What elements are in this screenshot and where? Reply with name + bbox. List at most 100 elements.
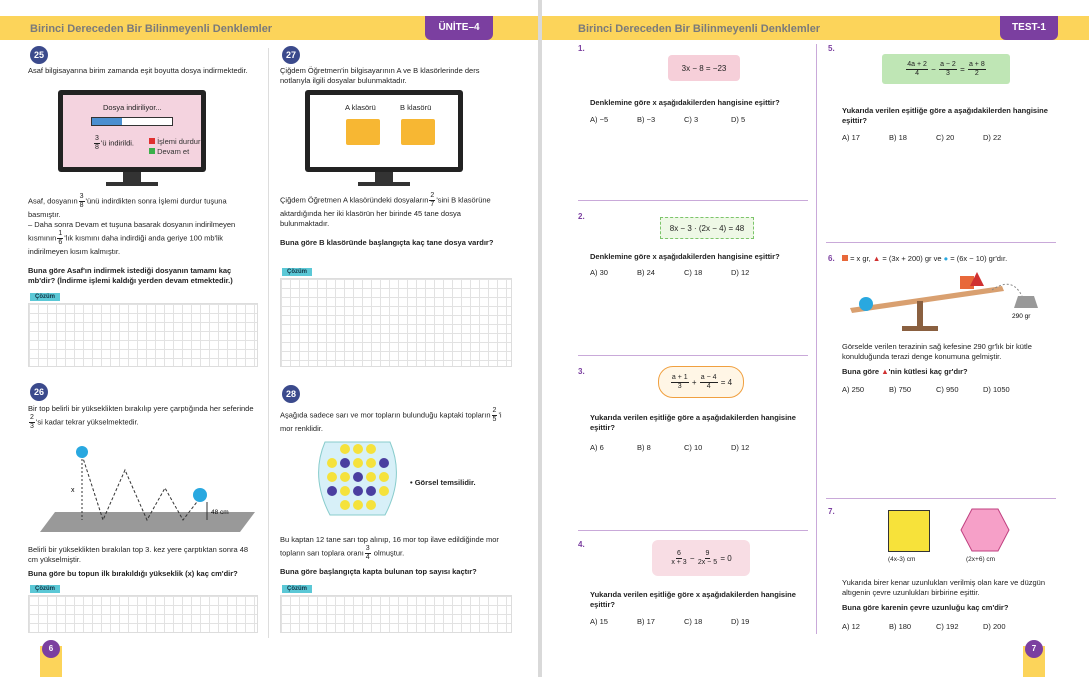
folder-icon (401, 119, 435, 145)
t2-pre: – Daha sonra Devam et tuşuna basarak dos… (28, 220, 236, 243)
note: • Görsel temsilidir. (410, 478, 476, 487)
header-title: Birinci Dereceden Bir Bilinmeyenli Denkl… (30, 23, 273, 35)
post (917, 301, 923, 327)
divider (578, 200, 808, 201)
options: D) 1050 (983, 385, 1010, 394)
decoration (366, 472, 376, 482)
op: − (931, 64, 936, 74)
options: A) 6 B) 8 C) 10 D) 12 (590, 443, 778, 452)
options: B) 180 (889, 622, 912, 631)
t1-pre: Aşağıda sadece sarı ve mor topların bulu… (280, 410, 491, 420)
divider (268, 48, 269, 638)
text: Bu kaptan 12 tane sarı top alınıp, 16 mo… (280, 535, 510, 562)
options: B) 18 (889, 133, 907, 142)
options: A) −5 B) −3 C) 3 D) 5 (590, 115, 778, 124)
t1-pre: Asaf, dosyanın (28, 196, 78, 206)
header-title: Birinci Dereceden Bir Bilinmeyenli Denkl… (578, 23, 821, 35)
decoration (340, 472, 350, 482)
decoration (340, 458, 350, 468)
question: Buna göre başlangıçta kapta bulunan top … (280, 567, 477, 576)
intro: Asaf bilgisayarına birim zamanda eşit bo… (28, 66, 248, 75)
den: 2 (974, 69, 979, 77)
decoration (340, 486, 350, 496)
solution-label: Çözüm (282, 268, 312, 276)
left-page: Birinci Dereceden Bir Bilinmeyenli Denkl… (0, 0, 538, 677)
den: x + 3 (671, 558, 687, 566)
suffix: 'ü indirildi. (100, 138, 135, 148)
decoration: ● (943, 254, 949, 263)
num: 2 (491, 407, 498, 416)
options: C) 18 (684, 268, 703, 277)
options: A) 30 B) 24 C) 18 D) 12 (590, 268, 778, 277)
decoration: ▲ (881, 367, 889, 376)
ground (40, 512, 255, 532)
den: 4 (706, 382, 711, 390)
decoration (149, 138, 155, 144)
options: A) 6 (590, 443, 604, 452)
x-label: x (71, 487, 75, 494)
decoration (353, 486, 363, 496)
monitor: A klasörü B klasörü (305, 90, 463, 172)
eq: = (960, 64, 965, 74)
den: 6 (58, 239, 63, 246)
hexagon-label: (2x+6) cm (966, 556, 996, 563)
num: 1 (57, 230, 64, 239)
triangle (970, 272, 984, 286)
divider (578, 355, 808, 356)
screen-fraction: 3 8'ü indirildi. (93, 135, 134, 152)
divider (816, 44, 817, 634)
decoration (353, 500, 363, 510)
num: 9 (704, 549, 711, 559)
question: Yukarıda verilen eşitliğe göre a aşağıda… (842, 106, 1048, 125)
path (81, 454, 201, 522)
problem-number: 25 (30, 46, 48, 64)
text: Aşağıda sadece sarı ve mor topların bulu… (280, 407, 510, 434)
options: D) 12 (731, 268, 750, 277)
weight (1014, 296, 1038, 308)
options: A) 30 (590, 268, 608, 277)
problem-number: 26 (30, 383, 48, 401)
status: Dosya indiriliyor... (103, 103, 162, 112)
arrow (991, 283, 1023, 297)
option-continue: Devam et (149, 147, 189, 157)
question: Buna göre B klasöründe başlangıçta kaç t… (280, 238, 494, 247)
option-stop: İşlemi durdur (149, 137, 200, 147)
question-number: 2. (578, 212, 585, 221)
options: A) 15 B) 17 C) 18 D) 19 (590, 617, 778, 626)
solution-grid (280, 595, 512, 633)
t2-post: olmuştur. (373, 548, 405, 558)
page-number: 7 (1025, 640, 1043, 658)
decoration (353, 472, 363, 482)
options: D) 200 (983, 622, 1006, 631)
decoration: ▲ (872, 254, 881, 263)
options: Devam et (157, 147, 190, 156)
ball (193, 488, 207, 502)
den: 3 (945, 69, 950, 77)
options: A) −5 (590, 115, 609, 124)
num: a − 2 (939, 60, 957, 70)
question-number: 1. (578, 44, 585, 53)
rhs: = 0 (720, 553, 732, 563)
progress (92, 118, 122, 125)
t2-post: 'lık kısmını daha indirdiği anda geriye … (28, 233, 224, 256)
triangle: = (3x + 200) gr (882, 254, 932, 263)
page-number: 6 (42, 640, 60, 658)
t1-post: 'sini B klasörüne aktardığında her iki k… (280, 195, 491, 228)
options: D) 22 (983, 133, 1002, 142)
options: A) 15 (590, 617, 608, 626)
hexagon (960, 508, 1010, 552)
den: 7 (430, 201, 435, 208)
solution-label: Çözüm (282, 585, 312, 593)
options: İşlemi durdur (157, 137, 201, 146)
decoration (842, 255, 848, 261)
